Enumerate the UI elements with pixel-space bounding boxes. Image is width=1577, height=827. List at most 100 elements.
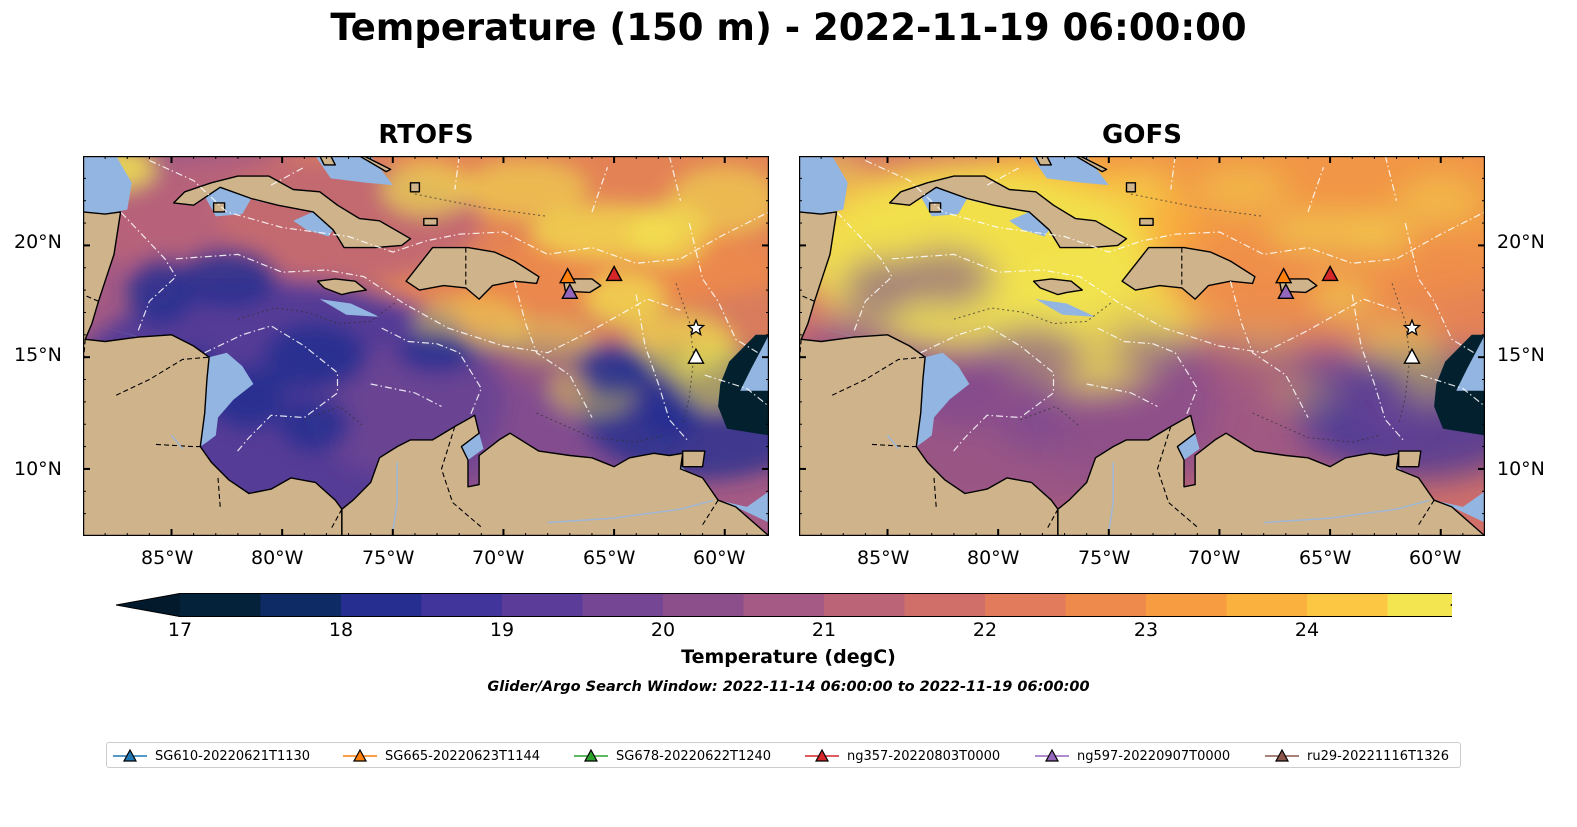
colorbar-segment	[904, 593, 986, 617]
country-border	[83, 294, 99, 302]
land-bahamas2	[358, 156, 392, 173]
land-isle-of-youth	[212, 202, 226, 213]
eez-boundary	[120, 211, 177, 331]
country-border	[83, 339, 86, 367]
river	[1108, 462, 1114, 532]
legend-item-sg678[interactable]: SG678-20220622T1240	[574, 743, 771, 769]
country-border	[1418, 499, 1435, 526]
river	[392, 462, 398, 532]
colorbar-label: Temperature (degC)	[681, 646, 896, 668]
glider-triangle-marker	[1321, 264, 1339, 282]
rtofs-map[interactable]	[83, 156, 769, 536]
shallow-shelf	[1456, 334, 1485, 391]
lon-tick-85-right: 85°W	[857, 547, 910, 569]
land-cuba	[172, 175, 412, 249]
shallow-shelf	[91, 323, 254, 447]
lon-tick-70-right: 70°W	[1188, 547, 1241, 569]
glider-star-marker	[686, 318, 706, 337]
country-border	[1156, 426, 1198, 528]
cb-tick-23: 23	[1133, 619, 1159, 641]
land-jamaica	[1032, 278, 1083, 296]
glider-triangle-marker	[687, 347, 705, 364]
shallow-shelf	[807, 323, 970, 447]
lon-tick-65-left: 65°W	[583, 547, 636, 569]
colorbar-segment	[260, 593, 342, 617]
eez-boundary	[891, 253, 1397, 354]
cb-tick-17: 17	[167, 619, 193, 641]
figure-title: Temperature (150 m) - 2022-11-19 06:00:0…	[330, 6, 1247, 49]
land-jamaica	[316, 278, 367, 296]
legend-marker-icon	[343, 748, 377, 762]
colorbar-segment	[1146, 593, 1228, 617]
eez-boundary	[704, 374, 769, 407]
land-bahamas4	[423, 217, 438, 227]
lat-tick-20-right: 20°N	[1497, 231, 1545, 253]
lon-tick-80-right: 80°W	[967, 547, 1020, 569]
country-border	[330, 508, 343, 530]
eez-boundary	[986, 166, 1021, 186]
lon-tick-85-left: 85°W	[141, 547, 194, 569]
search-window-text: Glider/Argo Search Window: 2022-11-14 06…	[487, 679, 1090, 695]
lon-tick-60-right: 60°W	[1409, 547, 1462, 569]
cb-tick-18: 18	[328, 619, 354, 641]
map-frame	[83, 156, 769, 536]
eez-boundary	[149, 159, 769, 264]
bathymetry-contour	[536, 412, 663, 443]
eez-boundary	[836, 211, 893, 331]
eez-boundary	[1351, 294, 1404, 441]
glider-triangle-marker	[1277, 282, 1295, 300]
colorbar-segment	[1387, 593, 1452, 617]
legend-item-ru29[interactable]: ru29-20221116T1326	[1265, 743, 1449, 769]
glider-triangle-marker	[558, 267, 577, 284]
colorbar-segment	[1065, 593, 1147, 617]
land-hispaniola	[405, 246, 540, 300]
colorbar-segment	[502, 593, 584, 617]
country-border	[217, 477, 221, 507]
legend-marker-icon	[113, 748, 147, 762]
bathymetry-contour	[1252, 412, 1379, 443]
country-border	[1046, 508, 1059, 530]
land-trinidad	[1398, 450, 1422, 468]
shallow-shelf	[461, 433, 484, 460]
eez-boundary	[865, 159, 1485, 264]
eez-boundary	[920, 325, 1055, 454]
cb-tick-19: 19	[489, 619, 515, 641]
legend-marker-icon	[1035, 748, 1069, 762]
legend-item-sg665[interactable]: SG665-20220623T1144	[343, 743, 540, 769]
glider-legend: SG610-20220621T1130 SG665-20220623T1144 …	[106, 742, 1461, 768]
lon-tick-65-right: 65°W	[1299, 547, 1352, 569]
legend-label: SG610-20220621T1130	[155, 748, 311, 764]
eez-boundary	[1097, 327, 1198, 416]
shallow-shelf	[319, 299, 380, 317]
cb-tick-22: 22	[972, 619, 998, 641]
lat-tick-15-right: 15°N	[1497, 344, 1545, 366]
lon-tick-60-left: 60°W	[693, 547, 746, 569]
lon-tick-80-left: 80°W	[251, 547, 304, 569]
country-border	[115, 356, 210, 396]
legend-label: ng597-20220907T0000	[1077, 748, 1231, 764]
legend-label: SG665-20220623T1144	[385, 748, 541, 764]
country-border	[871, 443, 917, 448]
glider-triangle-marker	[605, 264, 623, 282]
land-bahamas1	[319, 156, 337, 166]
legend-item-ng357[interactable]: ng357-20220803T0000	[805, 743, 1000, 769]
legend-item-ng597[interactable]: ng597-20220907T0000	[1035, 743, 1230, 769]
panel-title-gofs: GOFS	[1102, 120, 1182, 150]
eez-boundary	[1420, 374, 1485, 407]
legend-label: ng357-20220803T0000	[847, 748, 1001, 764]
land-isle-of-youth	[928, 202, 942, 213]
gofs-map[interactable]	[799, 156, 1485, 536]
shallow-shelf	[799, 156, 848, 215]
country-border	[933, 477, 937, 507]
lat-tick-10-left: 10°N	[14, 458, 62, 480]
lon-tick-70-left: 70°W	[472, 547, 525, 569]
colorbar-segment	[663, 593, 745, 617]
shallow-shelf	[83, 156, 132, 215]
legend-marker-icon	[805, 748, 839, 762]
colorbar-segment	[985, 593, 1067, 617]
country-border	[799, 339, 802, 367]
legend-item-sg610[interactable]: SG610-20220621T1130	[113, 743, 310, 769]
eez-boundary	[1170, 156, 1176, 190]
river	[1263, 499, 1430, 524]
colorbar	[116, 593, 1452, 617]
